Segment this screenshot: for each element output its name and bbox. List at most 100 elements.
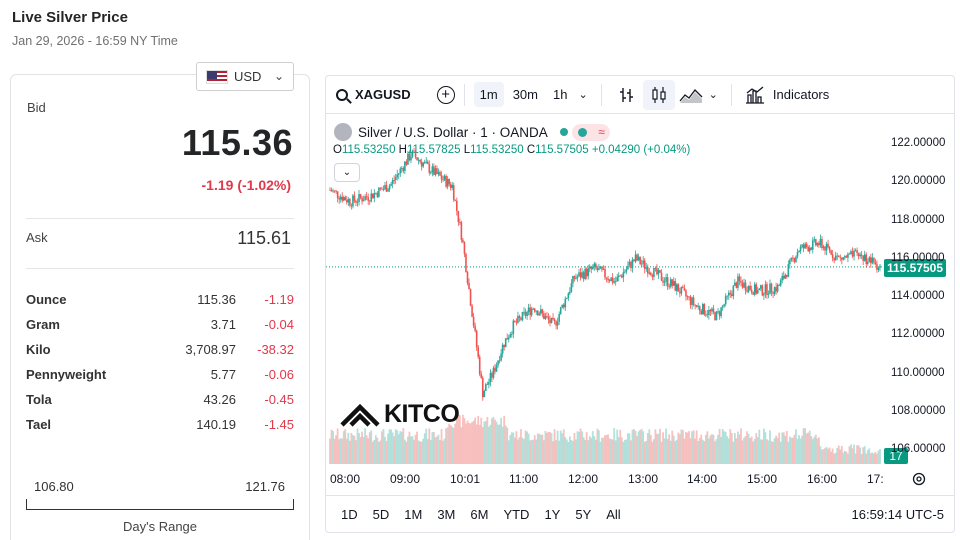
volume-bar (358, 433, 360, 464)
candle-body (636, 254, 638, 261)
kitco-logo: KITCO (340, 400, 460, 429)
candle-body (822, 246, 825, 249)
candle-body (356, 202, 359, 203)
volume-bar (602, 437, 605, 464)
candle-body (637, 256, 640, 261)
range-1m[interactable]: 1M (404, 506, 423, 522)
currency-label: USD (234, 69, 262, 84)
chart-clock[interactable]: 16:59:14 UTC-5 (851, 506, 945, 522)
volume-bar (535, 439, 538, 464)
range-5y[interactable]: 5Y (575, 506, 592, 522)
volume-bar (515, 431, 518, 464)
range-1y[interactable]: 1Y (544, 506, 561, 522)
data-delay-badge[interactable]: ≈ (571, 123, 610, 141)
candle-body (604, 268, 606, 278)
unit-table: Ounce 115.36 -1.19 Gram 3.71 -0.04 Kilo 3,708… (26, 292, 294, 442)
chevron-down-icon[interactable]: ⌄ (578, 89, 588, 101)
range-all[interactable]: All (606, 506, 621, 522)
range-5d[interactable]: 5D (372, 506, 390, 522)
symbol-search-button[interactable]: XAGUSD (336, 87, 411, 102)
candle-body (860, 254, 863, 256)
bar-style-icon[interactable] (611, 80, 643, 110)
candles-style-icon[interactable] (642, 79, 675, 110)
unit-name: Tola (26, 392, 52, 407)
volume-bar (350, 432, 353, 464)
volume-bar (407, 436, 409, 464)
volume-bar (795, 429, 797, 464)
candle-body (388, 185, 391, 190)
candle-body (830, 250, 832, 255)
candle-body (399, 168, 402, 174)
candle-body (801, 244, 803, 247)
volume-bar (869, 453, 872, 464)
candle-body (734, 282, 736, 286)
candle-body (416, 157, 418, 161)
volume-bar (689, 438, 692, 464)
price-chart[interactable] (326, 114, 882, 465)
range-3m[interactable]: 3M (437, 506, 456, 522)
volume-bar (617, 437, 620, 464)
candle-body (443, 175, 446, 180)
volume-bar (474, 417, 477, 464)
interval-1m[interactable]: 1m (473, 82, 504, 107)
volume-bar (552, 441, 554, 464)
range-1d[interactable]: 1D (341, 506, 358, 522)
interval-30m[interactable]: 30m (512, 87, 538, 102)
candle-body (333, 190, 336, 192)
candle-body (784, 274, 787, 279)
candle-body (697, 306, 699, 307)
open-label: O (333, 144, 342, 156)
volume-bar (821, 449, 823, 464)
area-style-icon[interactable] (675, 80, 707, 110)
unit-change: -0.04 (264, 317, 294, 332)
range-6m[interactable]: 6M (470, 506, 489, 522)
volume-bar (556, 430, 559, 464)
candle-body (445, 175, 447, 187)
volume-bar (691, 431, 693, 464)
volume-bar (494, 419, 496, 464)
gear-icon[interactable] (911, 471, 927, 487)
change-value: +0.04290 (+0.04%) (591, 144, 691, 156)
volume-bar (423, 433, 426, 464)
bid-label: Bid (27, 100, 46, 115)
indicators-button[interactable]: Indicators (745, 86, 829, 104)
candle-body (645, 267, 648, 269)
last-price-tag: 115.57505 (884, 259, 946, 277)
candle-body (767, 294, 770, 295)
range-ytd[interactable]: YTD (503, 506, 530, 522)
volume-bar (468, 423, 470, 464)
range-selector: 1D 5D 1M 3M 6M YTD 1Y 5Y All 16:59:14 UT… (326, 495, 954, 532)
interval-1h[interactable]: 1h (552, 87, 568, 102)
volume-bar (478, 424, 481, 464)
volume-bar (587, 440, 590, 464)
currency-select[interactable]: USD ⌄ (196, 62, 294, 91)
volume-bar (871, 452, 874, 464)
volume-bar (863, 446, 866, 464)
volume-bar (811, 439, 814, 464)
symbol-name: Silver / U.S. Dollar · 1 · OANDA (358, 124, 548, 140)
symbol-logo-icon (334, 123, 352, 141)
candle-body (419, 160, 421, 162)
volume-bar (396, 430, 399, 464)
candle-body (850, 251, 852, 255)
compare-symbol-icon[interactable]: + (436, 85, 455, 104)
volume-bar (625, 439, 628, 464)
volume-bar (419, 441, 422, 464)
divider (463, 83, 465, 106)
volume-bar (582, 437, 585, 464)
candle-body (668, 286, 670, 288)
legend-collapse-button[interactable]: ⌄ (334, 163, 360, 182)
symbol-label: XAGUSD (355, 87, 411, 102)
chevron-down-icon[interactable]: ⌄ (708, 89, 718, 101)
candle-body (656, 268, 658, 275)
volume-bar (773, 438, 776, 464)
candle-body (385, 185, 388, 192)
candle-body (514, 320, 516, 322)
candle-body (827, 243, 829, 248)
volume-bar (703, 441, 706, 464)
candle-body (478, 356, 481, 375)
candle-body (559, 307, 562, 315)
volume-bar (743, 437, 745, 464)
candle-body (579, 272, 582, 278)
candle-body (420, 161, 423, 167)
